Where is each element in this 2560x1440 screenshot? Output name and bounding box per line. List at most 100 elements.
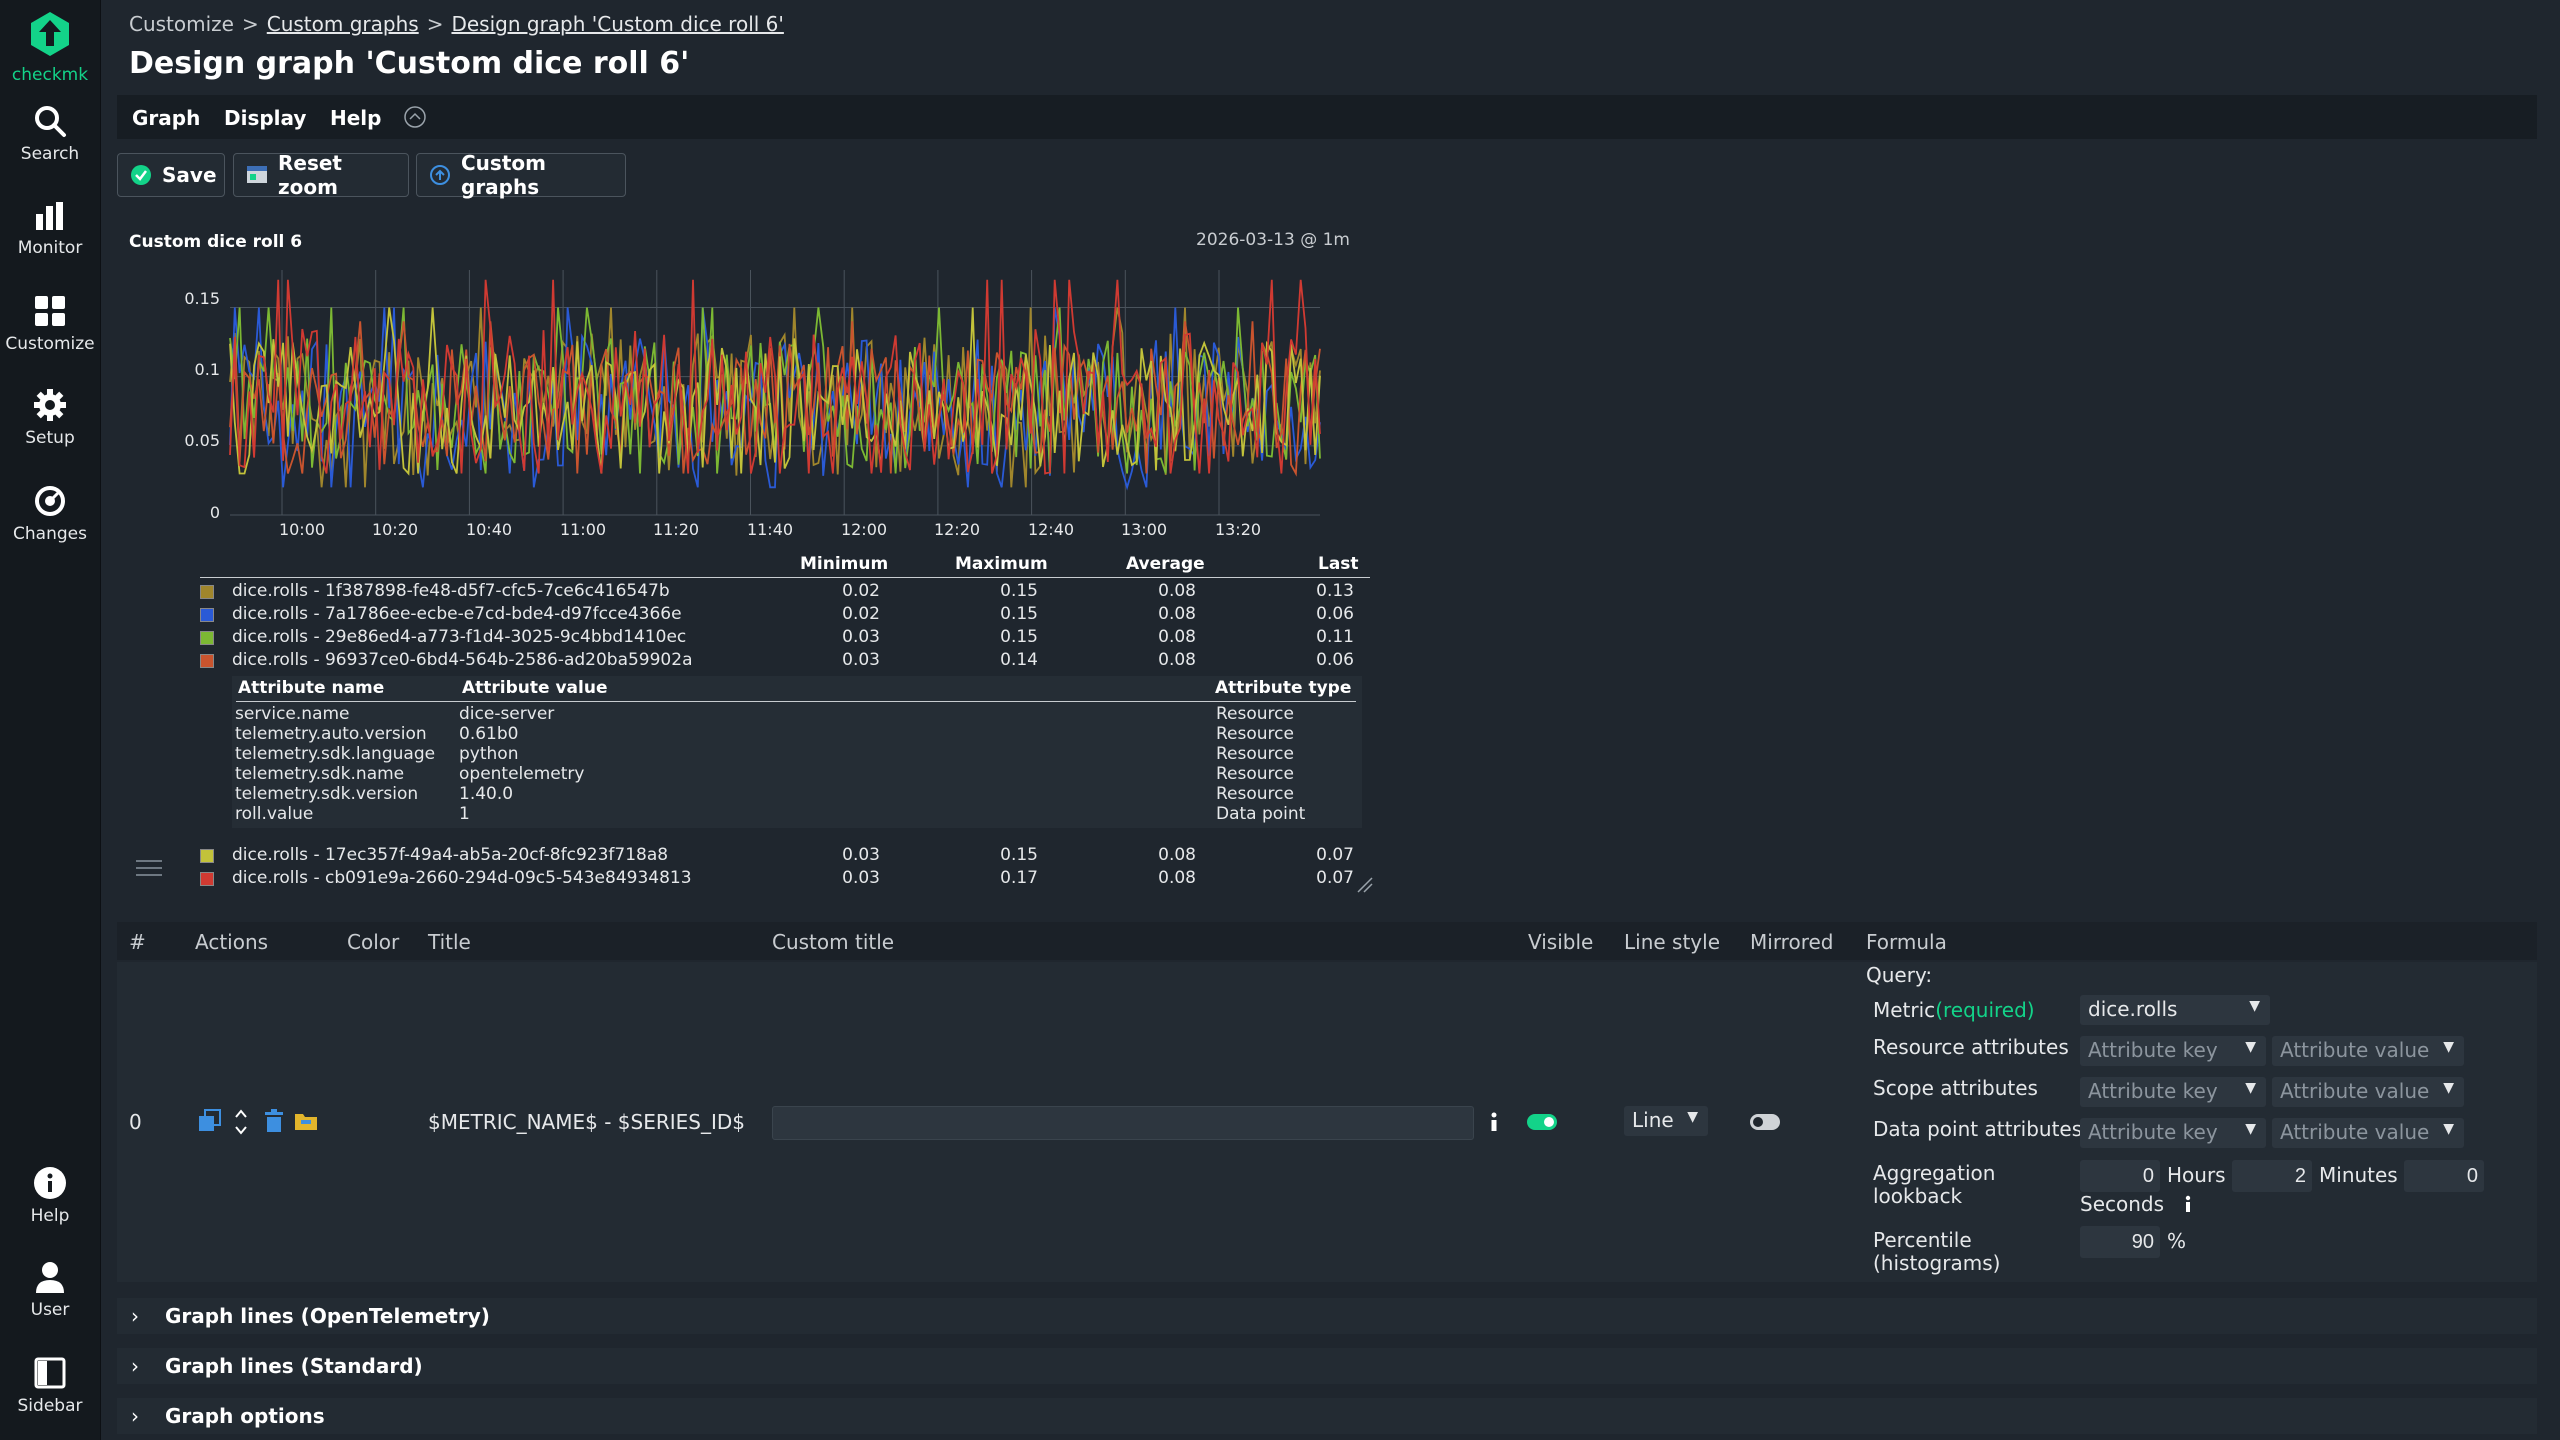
col-header-color: Color <box>347 930 400 954</box>
page-title: Design graph 'Custom dice roll 6' <box>129 46 690 81</box>
datapoint-attr-value-select[interactable]: Attribute value ▼ <box>2272 1118 2464 1148</box>
scope-attr-key-select[interactable]: Attribute key ▼ <box>2080 1077 2266 1107</box>
resource-attributes-label: Resource attributes <box>1873 1035 2069 1059</box>
nav-customize[interactable]: Customize <box>0 294 100 354</box>
legend-swatch <box>200 849 214 863</box>
x-tick-label: 10:00 <box>278 520 326 539</box>
scope-attr-value-select[interactable]: Attribute value ▼ <box>2272 1077 2464 1107</box>
nav-sidebar[interactable]: Sidebar <box>0 1356 100 1416</box>
y-tick-label: 0 <box>209 503 220 522</box>
nav-user[interactable]: User <box>0 1260 100 1320</box>
menu-help[interactable]: Help <box>330 106 382 130</box>
attr-type: Resource <box>1216 784 1294 804</box>
attr-header-type: Attribute type <box>1215 678 1352 698</box>
breadcrumb-separator: > <box>426 12 444 36</box>
page-menu-bar: Graph Display Help <box>117 95 2537 139</box>
section-graph-options[interactable]: › Graph options <box>117 1398 2537 1434</box>
minutes-input[interactable] <box>2232 1160 2312 1192</box>
mirrored-toggle[interactable] <box>1750 1114 1780 1130</box>
legend-series-name: dice.rolls - 17ec357f-49a4-ab5a-20cf-8fc… <box>232 845 669 865</box>
legend-min: 0.02 <box>842 604 880 624</box>
col-header-formula: Formula <box>1866 930 1947 954</box>
gear-icon <box>34 389 66 421</box>
chevron-right-icon: › <box>131 1354 139 1378</box>
nav-setup[interactable]: Setup <box>0 388 100 448</box>
nav-search-label: Search <box>20 144 80 164</box>
x-tick-label: 12:40 <box>1027 520 1075 539</box>
hours-input[interactable] <box>2080 1160 2160 1192</box>
delete-icon[interactable] <box>263 1109 285 1133</box>
metric-select[interactable]: dice.rolls ▼ <box>2080 995 2270 1025</box>
legend-last: 0.11 <box>1316 627 1354 647</box>
menu-graph[interactable]: Graph <box>132 106 201 130</box>
nav-changes[interactable]: Changes <box>0 484 100 544</box>
sidebar-toggle-icon <box>34 1357 66 1389</box>
attr-type: Resource <box>1216 724 1294 744</box>
y-tick-label: 0.1 <box>194 360 220 379</box>
y-tick-label: 0.05 <box>184 431 220 450</box>
resource-attr-key-select[interactable]: Attribute key ▼ <box>2080 1036 2266 1066</box>
visible-toggle[interactable] <box>1527 1114 1557 1130</box>
info-icon[interactable] <box>2182 1194 2194 1214</box>
nav-help[interactable]: Help <box>0 1166 100 1226</box>
seconds-label: Seconds <box>2080 1192 2165 1216</box>
custom-title-input[interactable] <box>772 1106 1474 1140</box>
legend-avg: 0.08 <box>1158 604 1196 624</box>
reset-zoom-button[interactable]: Reset zoom <box>233 151 409 199</box>
nav-sidebar-label: Sidebar <box>17 1396 83 1416</box>
collapse-menu-icon[interactable] <box>403 105 427 129</box>
resource-attr-value-select[interactable]: Attribute value ▼ <box>2272 1036 2464 1066</box>
custom-graphs-button[interactable]: Custom graphs <box>416 151 626 199</box>
row-index: 0 <box>129 1110 142 1134</box>
chevron-down-icon: ▼ <box>2443 1080 2454 1096</box>
drag-handle-icon[interactable] <box>136 858 162 878</box>
graph-line-row: 0 $METRIC_NAME$ - $SERIES_ID$ Line ▼ Que… <box>117 962 2537 1282</box>
x-tick-label: 11:40 <box>746 520 794 539</box>
section-graph-lines-standard[interactable]: › Graph lines (Standard) <box>117 1348 2537 1384</box>
col-header-visible: Visible <box>1528 930 1594 954</box>
datapoint-attr-key-select[interactable]: Attribute key ▼ <box>2080 1118 2266 1148</box>
move-up-down-icon[interactable] <box>233 1106 249 1138</box>
nav-setup-label: Setup <box>25 428 75 448</box>
folder-icon[interactable] <box>294 1111 318 1131</box>
breadcrumb-current-link[interactable]: Design graph 'Custom dice roll 6' <box>451 12 784 36</box>
legend-swatch <box>200 872 214 886</box>
breadcrumb-custom-graphs-link[interactable]: Custom graphs <box>266 12 419 36</box>
legend-min: 0.03 <box>842 845 880 865</box>
up-arrow-circle-icon <box>429 164 451 186</box>
col-header-custom-title: Custom title <box>772 930 895 954</box>
percentile-input[interactable] <box>2080 1226 2160 1258</box>
attr-divider <box>236 701 1356 702</box>
metric-label-text: Metric <box>1873 998 1936 1022</box>
line-style-select[interactable]: Line ▼ <box>1624 1106 1708 1136</box>
checkmk-logo[interactable]: checkmk <box>0 10 100 85</box>
section-label: Graph options <box>165 1404 325 1428</box>
attr-value-placeholder: Attribute value <box>2280 1079 2430 1103</box>
chevron-down-icon: ▼ <box>1687 1109 1698 1125</box>
nav-monitor[interactable]: Monitor <box>0 200 100 258</box>
time-series-chart[interactable] <box>180 270 1350 518</box>
help-icon <box>34 1167 66 1199</box>
section-graph-lines-otel[interactable]: › Graph lines (OpenTelemetry) <box>117 1298 2537 1334</box>
legend-last: 0.13 <box>1316 581 1354 601</box>
chevron-right-icon: › <box>131 1404 139 1428</box>
seconds-input[interactable] <box>2404 1160 2484 1192</box>
row-title: $METRIC_NAME$ - $SERIES_ID$ <box>428 1110 745 1134</box>
info-icon[interactable] <box>1487 1111 1501 1133</box>
menu-display[interactable]: Display <box>224 106 307 130</box>
legend-series-name: dice.rolls - 29e86ed4-a773-f1d4-3025-9c4… <box>232 627 687 647</box>
legend-header-max: Maximum <box>955 554 1048 574</box>
save-button[interactable]: Save <box>117 153 225 197</box>
nav-search[interactable]: Search <box>0 104 100 164</box>
attr-type: Resource <box>1216 744 1294 764</box>
legend-min: 0.03 <box>842 627 880 647</box>
data-point-attributes-label: Data point attributes <box>1873 1117 2083 1141</box>
col-header-line-style: Line style <box>1624 930 1720 954</box>
clone-icon[interactable] <box>197 1108 223 1134</box>
legend-min: 0.02 <box>842 581 880 601</box>
legend-min: 0.03 <box>842 650 880 670</box>
legend-header-avg: Average <box>1126 554 1205 574</box>
custom-graphs-label: Custom graphs <box>461 151 546 199</box>
resize-handle-icon[interactable] <box>1356 876 1374 894</box>
legend-last: 0.06 <box>1316 604 1354 624</box>
